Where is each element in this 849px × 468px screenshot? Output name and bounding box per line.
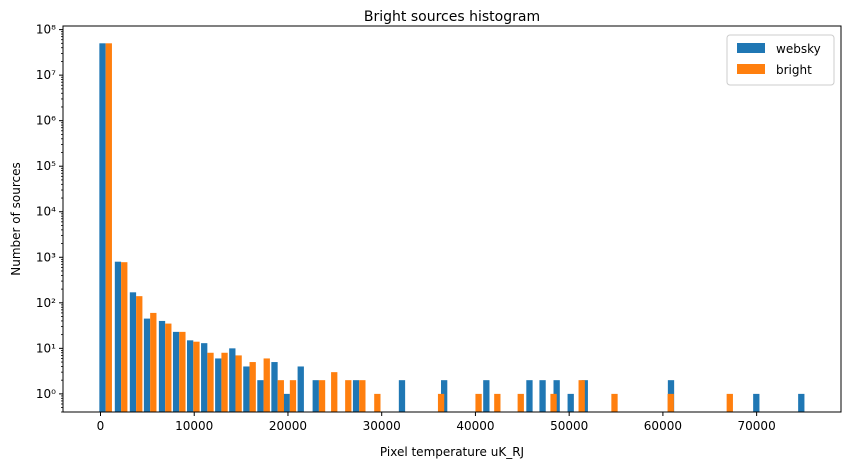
bar-bright — [578, 380, 585, 412]
bar-websky — [798, 393, 805, 412]
bar-bright — [374, 393, 381, 412]
bar-websky — [753, 393, 760, 412]
bar-websky — [158, 320, 166, 412]
bar-bright — [289, 380, 297, 412]
x-tick-label: 50000 — [550, 419, 588, 433]
bar-websky — [114, 261, 122, 412]
x-tick-label: 20000 — [269, 419, 307, 433]
bar-bright — [318, 380, 326, 412]
bar-bright — [345, 380, 352, 412]
bar-websky — [201, 343, 208, 412]
bar-bright — [150, 312, 157, 412]
bar-bright — [494, 393, 501, 412]
x-tick-label: 40000 — [456, 419, 494, 433]
bar-websky — [398, 380, 406, 412]
y-tick-label: 10⁷ — [36, 68, 56, 82]
bar-websky — [229, 348, 236, 412]
bar-bright — [263, 358, 270, 412]
bar-bright — [165, 323, 172, 412]
y-axis-title: Number of sources — [9, 162, 23, 276]
bar-websky — [172, 331, 180, 412]
bar-bright — [121, 262, 128, 412]
bar-websky — [271, 362, 278, 412]
y-axis: 10⁰ 10¹ 10² 10³ 10⁴ 10⁵ 10⁶ 10⁷ 10⁸ — [36, 23, 63, 413]
bar-bright — [437, 393, 445, 412]
x-tick-label: 10000 — [175, 419, 213, 433]
bar-websky — [99, 43, 106, 413]
bar-bright — [611, 393, 618, 412]
y-tick-label: 10³ — [36, 250, 56, 264]
bar-websky — [312, 380, 319, 412]
bar-websky — [297, 366, 304, 412]
bar-bright — [550, 393, 557, 412]
y-tick-label: 10⁶ — [36, 114, 56, 128]
bar-bright — [517, 393, 524, 412]
x-tick-label: 0 — [97, 419, 105, 433]
bar-bright — [331, 372, 338, 412]
bar-websky — [483, 380, 490, 412]
bar-bright — [193, 341, 200, 412]
y-tick-label: 10⁵ — [36, 159, 56, 173]
bar-bright — [207, 352, 214, 412]
bar-bright — [359, 380, 366, 412]
y-tick-label: 10⁰ — [36, 387, 56, 401]
bar-bright — [235, 355, 242, 412]
bar-websky — [257, 380, 264, 412]
x-tick-label: 60000 — [644, 419, 682, 433]
chart-title: Bright sources histogram — [364, 9, 540, 25]
legend: websky bright — [726, 34, 835, 86]
bar-bright — [221, 352, 228, 412]
bar-websky — [526, 380, 533, 412]
x-tick-label: 70000 — [738, 419, 776, 433]
bar-websky — [283, 393, 290, 412]
x-tick-label: 30000 — [363, 419, 401, 433]
bar-bright — [249, 362, 256, 412]
x-axis-title: Pixel temperature uK_RJ — [380, 445, 524, 459]
x-axis: 0 10000 20000 30000 40000 50000 60000 70000 — [97, 412, 776, 433]
bar-websky — [215, 358, 222, 412]
bar-websky — [129, 292, 137, 412]
bar-websky — [186, 340, 194, 412]
y-tick-label: 10² — [36, 296, 56, 310]
bar-bright — [475, 393, 482, 412]
bar-websky — [352, 380, 360, 412]
bar-websky — [567, 393, 574, 412]
legend-label-bright: bright — [776, 63, 812, 77]
bar-bright — [105, 43, 112, 413]
legend-swatch-websky — [737, 43, 765, 53]
bar-bright — [179, 331, 186, 412]
legend-label-websky: websky — [776, 42, 821, 56]
bar-bright — [277, 380, 284, 412]
bars-layer — [99, 43, 805, 413]
y-tick-label: 10⁴ — [36, 205, 56, 219]
bar-websky — [143, 318, 151, 412]
bar-bright — [136, 296, 143, 412]
y-tick-label: 10⁸ — [36, 23, 56, 37]
y-tick-label: 10¹ — [36, 341, 56, 355]
legend-swatch-bright — [737, 64, 765, 74]
bar-bright — [667, 393, 674, 412]
bar-websky — [243, 366, 250, 412]
bar-bright — [726, 393, 733, 412]
bar-websky — [539, 380, 546, 412]
